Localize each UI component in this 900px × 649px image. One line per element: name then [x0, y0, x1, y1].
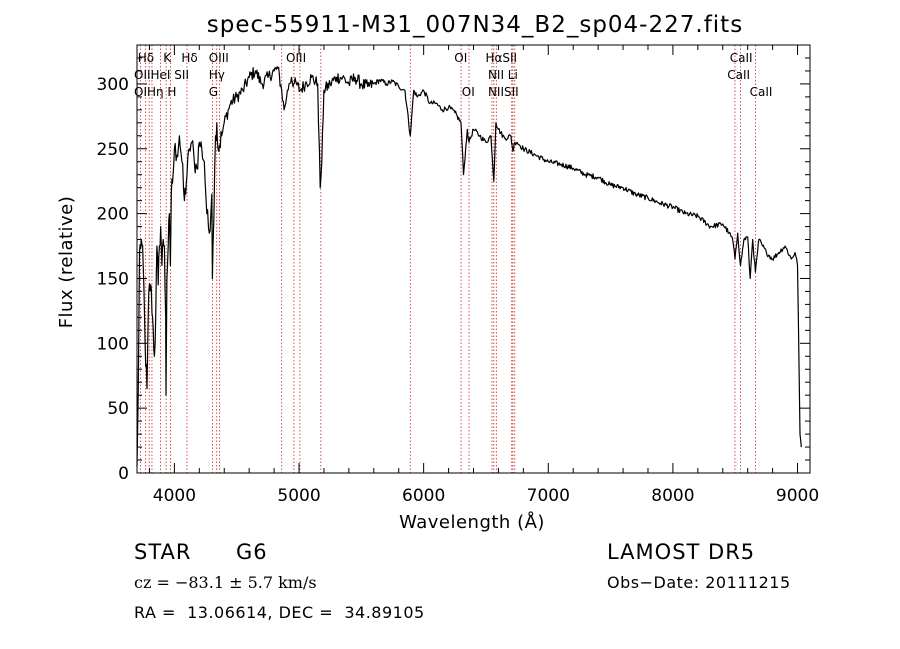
y-tick-label: 100: [97, 334, 129, 354]
spectrum-line: [136, 66, 802, 467]
sky-coordinates: RA = 13.06614, DEC = 34.89105: [134, 603, 425, 622]
y-tick-label: 150: [97, 269, 129, 289]
x-axis: 4000 5000 6000 7000 8000 9000: [148, 45, 819, 506]
y-tick-label: 250: [97, 140, 129, 160]
y-tick-label: 50: [107, 399, 129, 419]
x-tick-label: 7000: [527, 486, 570, 506]
line-marker-labels: Hδ K Hδ OIII OIII OI HαSII CaII OIIHeI SII Hγ NII …: [134, 51, 772, 99]
x-tick-label: 9000: [776, 486, 819, 506]
line-marker-label: CaII: [727, 68, 750, 82]
line-marker-label: G: [209, 85, 218, 99]
line-marker-label: OI: [462, 85, 475, 99]
line-marker-label: OIHη H: [134, 85, 176, 99]
x-tick-label: 5000: [277, 486, 320, 506]
line-marker-label: OIII: [286, 51, 306, 65]
survey-name: LAMOST DR5: [607, 540, 756, 564]
object-subclass: G6: [236, 540, 268, 564]
line-marker-label: CaII: [730, 51, 753, 65]
line-marker-label: NIISII: [488, 85, 519, 99]
x-tick-label: 8000: [651, 486, 694, 506]
line-marker-label: NII Li: [488, 68, 518, 82]
line-marker-label: OIII: [209, 51, 229, 65]
line-marker-label: Hδ: [181, 51, 197, 65]
plot-frame: [136, 44, 811, 474]
line-marker-label: CaII: [750, 85, 773, 99]
spectrum-chart: spec-55911-M31_007N34_B2_sp04-227.fits H…: [56, 12, 819, 533]
y-tick-label: 0: [118, 464, 129, 484]
line-marker-label: OI: [454, 51, 467, 65]
line-marker-label: K: [163, 51, 172, 65]
line-marker-label: OIIHeI SII: [134, 68, 189, 82]
y-axis-label: Flux (relative): [56, 196, 77, 329]
line-marker-label: Hγ: [209, 68, 225, 82]
y-tick-label: 200: [97, 205, 129, 225]
observation-date: Obs−Date: 20111215: [607, 573, 791, 592]
line-marker-label: Hδ: [138, 51, 154, 65]
y-axis: 0 50 100 150 200 250 300: [97, 57, 810, 484]
chart-title: spec-55911-M31_007N34_B2_sp04-227.fits: [207, 12, 743, 38]
x-tick-label: 6000: [402, 486, 445, 506]
y-tick-label: 300: [97, 75, 129, 95]
object-class: STAR: [134, 540, 192, 564]
line-marker-label: HαSII: [485, 51, 517, 65]
x-tick-label: 4000: [153, 486, 196, 506]
x-axis-label: Wavelength (Å): [399, 511, 545, 533]
redshift-velocity: cz = −83.1 ± 5.7 km/s: [134, 573, 317, 592]
